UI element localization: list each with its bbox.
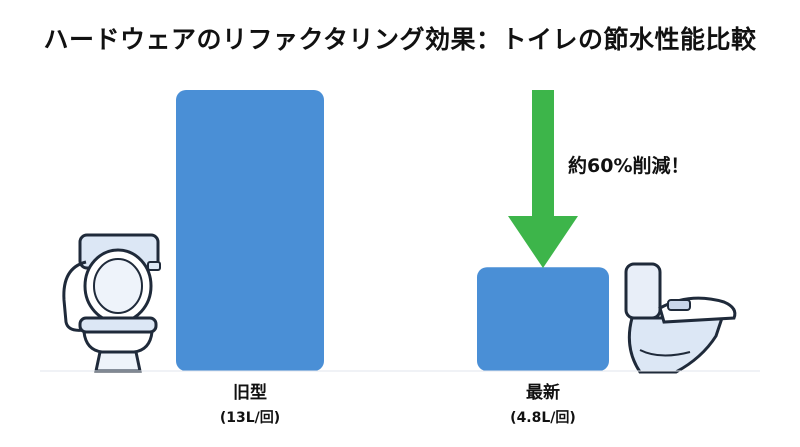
chart-title: ハードウェアのリファクタリング効果：トイレの節水性能比較 [43,25,757,54]
old-toilet-icon [62,233,161,373]
x-tick-sublabel-old: (13L/回) [220,410,280,426]
x-tick-sublabel-new: (4.8L/回) [510,410,576,426]
modern-toilet-icon [624,262,737,374]
reduction-arrow [508,90,578,268]
x-tick-label-old: 旧型 [233,382,267,403]
x-tick-label-new: 最新 [526,382,560,403]
bar-old [176,90,324,371]
reduction-annotation: 約60%削減！ [568,154,689,177]
bar-new [477,267,609,371]
